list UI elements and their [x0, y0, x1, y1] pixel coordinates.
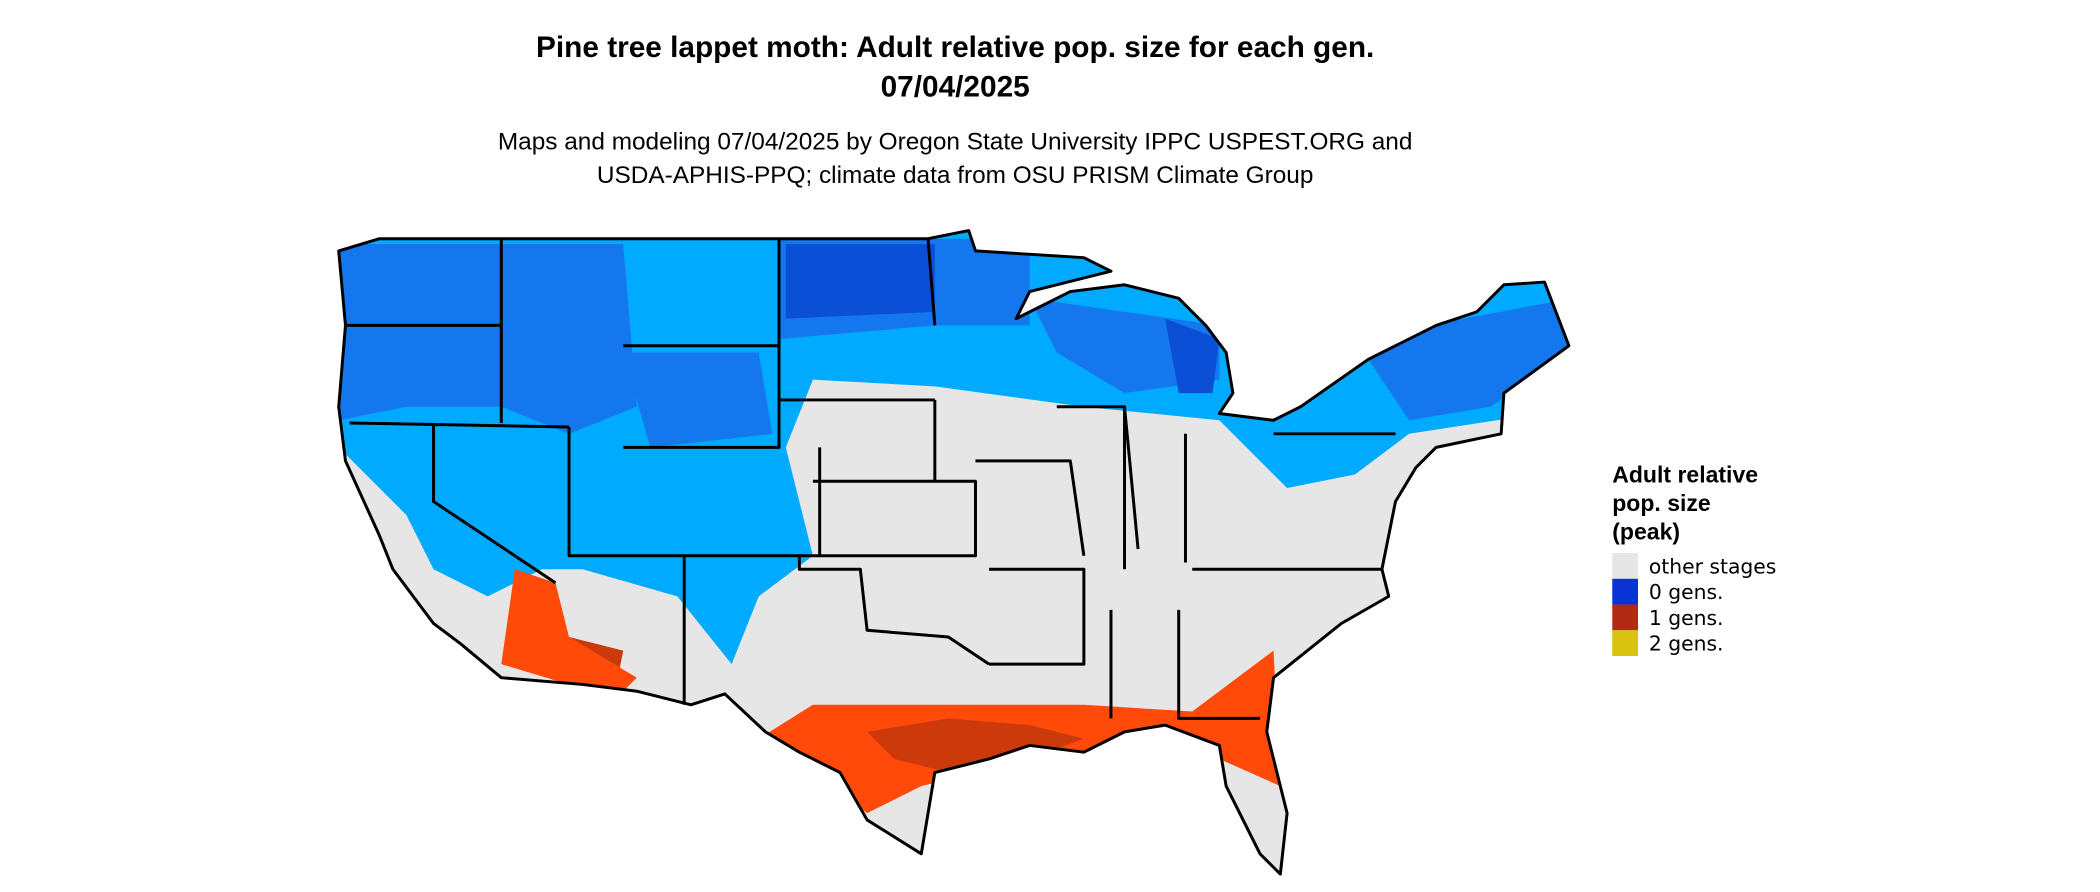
legend-swatch	[1612, 553, 1638, 579]
dark-red-zone	[562, 637, 1084, 773]
legend-label: 0 gens.	[1649, 580, 1724, 604]
dark-blue-zone	[785, 244, 1220, 394]
legend-swatch	[1612, 604, 1638, 631]
subtitle: Maps and modeling 07/04/2025 by Oregon S…	[498, 128, 1413, 155]
red-zone	[501, 569, 637, 692]
legend-title: (peak)	[1612, 518, 1680, 544]
legend-title: Adult relative	[1612, 462, 1758, 488]
title: Pine tree lappet moth: Adult relative po…	[536, 31, 1374, 64]
legend-label: 1 gens.	[1649, 606, 1724, 630]
blue-zone	[338, 238, 1569, 448]
legend-swatch	[1612, 578, 1638, 605]
legend-title: pop. size	[1612, 490, 1711, 516]
state-borders	[337, 229, 1571, 876]
legend-label: other stages	[1649, 554, 1777, 578]
legend-label: 2 gens.	[1649, 632, 1724, 656]
legend-swatch	[1612, 630, 1638, 656]
subtitle: USDA-APHIS-PPQ; climate data from OSU PR…	[597, 162, 1314, 189]
title: 07/04/2025	[881, 70, 1030, 103]
